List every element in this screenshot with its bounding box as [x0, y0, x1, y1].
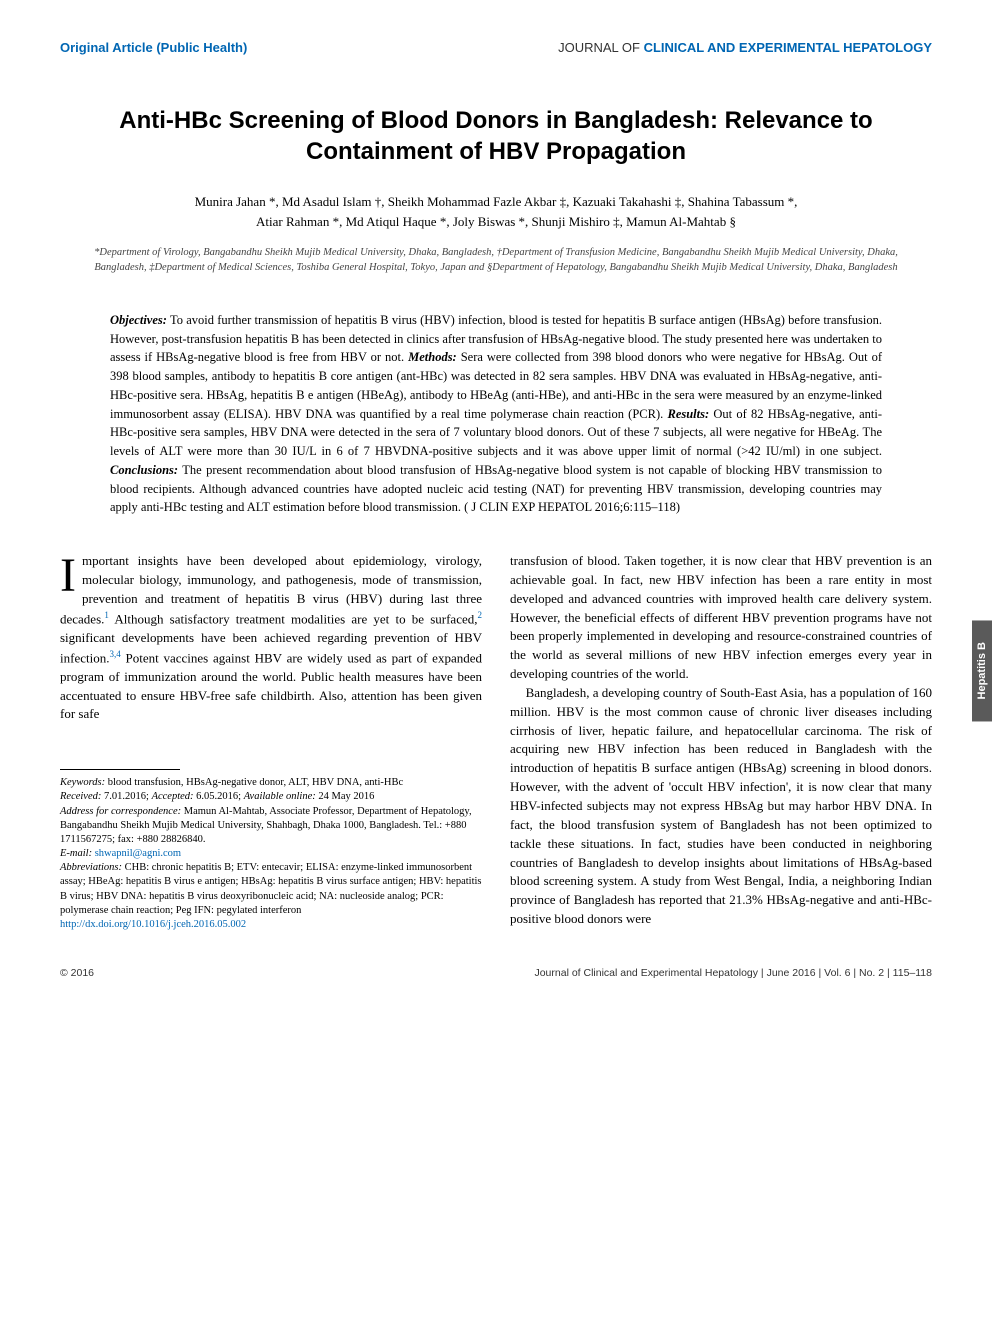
footer-citation: Journal of Clinical and Experimental Hep…	[534, 967, 932, 979]
doi-link[interactable]: http://dx.doi.org/10.1016/j.jceh.2016.05…	[60, 919, 246, 930]
dates-line: Received: 7.01.2016; Accepted: 6.05.2016…	[60, 790, 482, 804]
body-paragraph-3: Bangladesh, a developing country of Sout…	[510, 684, 932, 929]
accepted-text: 6.05.2016;	[194, 791, 244, 802]
address-label: Address for correspondence:	[60, 806, 181, 817]
abbrev-text: CHB: chronic hepatitis B; ETV: entecavir…	[60, 862, 482, 916]
journal-prefix: JOURNAL OF	[558, 40, 643, 55]
body-columns: Important insights have been developed a…	[60, 552, 932, 932]
address-line: Address for correspondence: Mamun Al-Mah…	[60, 805, 482, 848]
abstract: Objectives: To avoid further transmissio…	[110, 311, 882, 517]
email-link[interactable]: shwapnil@agni.com	[95, 848, 181, 859]
available-label: Available online:	[244, 791, 316, 802]
doi-line: http://dx.doi.org/10.1016/j.jceh.2016.05…	[60, 918, 482, 932]
keywords-line: Keywords: blood transfusion, HBsAg-negat…	[60, 776, 482, 790]
received-text: 7.01.2016;	[101, 791, 151, 802]
column-left: Important insights have been developed a…	[60, 552, 482, 932]
email-label: E-mail:	[60, 848, 92, 859]
p1-cont3: Potent vaccines against HBV are widely u…	[60, 650, 482, 722]
p1-cont: Although satisfactory treatment modaliti…	[109, 611, 478, 626]
dropcap: I	[60, 552, 82, 597]
ref-34[interactable]: 3,4	[109, 649, 120, 659]
journal-name: JOURNAL OF CLINICAL AND EXPERIMENTAL HEP…	[558, 40, 932, 55]
footnote-rule	[60, 769, 180, 770]
affiliations: *Department of Virology, Bangabandhu She…	[80, 246, 912, 275]
article-category: Original Article (Public Health)	[60, 40, 247, 55]
page-header: Original Article (Public Health) JOURNAL…	[60, 40, 932, 55]
column-right: transfusion of blood. Taken together, it…	[510, 552, 932, 932]
authors-block: Munira Jahan *, Md Asadul Islam †, Sheik…	[100, 192, 892, 231]
keywords-label: Keywords:	[60, 777, 105, 788]
available-text: 24 May 2016	[316, 791, 375, 802]
abbrev-line: Abbreviations: CHB: chronic hepatitis B;…	[60, 861, 482, 918]
side-tab[interactable]: Hepatitis B	[972, 620, 992, 721]
copyright: © 2016	[60, 967, 94, 979]
body-paragraph-2: transfusion of blood. Taken together, it…	[510, 552, 932, 684]
journal-bold: CLINICAL AND EXPERIMENTAL HEPATOLOGY	[644, 40, 932, 55]
results-label: Results:	[667, 407, 709, 421]
abbrev-label: Abbreviations:	[60, 862, 122, 873]
abstract-citation: ( J CLIN EXP HEPATOL 2016;6:115–118)	[464, 500, 680, 514]
objectives-label: Objectives:	[110, 313, 167, 327]
body-paragraph-1: Important insights have been developed a…	[60, 552, 482, 724]
email-line: E-mail: shwapnil@agni.com	[60, 847, 482, 861]
footnotes: Keywords: blood transfusion, HBsAg-negat…	[60, 776, 482, 932]
keywords-text: blood transfusion, HBsAg-negative donor,…	[105, 777, 403, 788]
conclusions-label: Conclusions:	[110, 463, 178, 477]
authors-line-1: Munira Jahan *, Md Asadul Islam †, Sheik…	[100, 192, 892, 212]
article-title: Anti-HBc Screening of Blood Donors in Ba…	[100, 105, 892, 167]
ref-2[interactable]: 2	[478, 610, 483, 620]
received-label: Received:	[60, 791, 101, 802]
authors-line-2: Atiar Rahman *, Md Atiqul Haque *, Joly …	[100, 212, 892, 232]
accepted-label: Accepted:	[152, 791, 194, 802]
page-footer: © 2016 Journal of Clinical and Experimen…	[60, 967, 932, 979]
methods-label: Methods:	[408, 350, 457, 364]
